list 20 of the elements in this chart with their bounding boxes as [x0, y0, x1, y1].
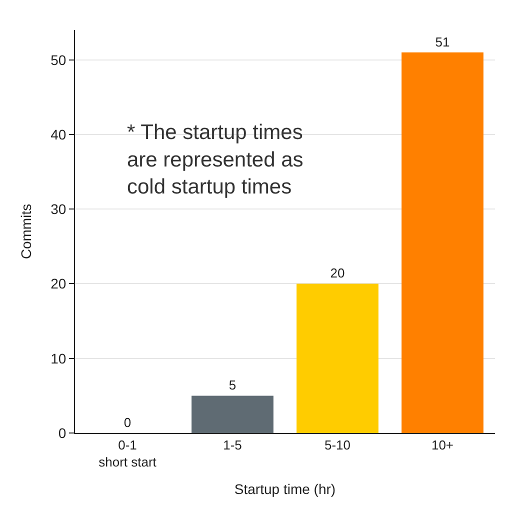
y-tick-label: 50 — [50, 52, 66, 68]
x-tick-label: 1-5 — [223, 438, 242, 453]
x-axis-title: Startup time (hr) — [234, 480, 336, 497]
data-label: 0 — [124, 415, 132, 430]
data-label: 5 — [228, 378, 236, 393]
data-label: 51 — [435, 34, 450, 50]
x-tick-label: 5-10 — [324, 438, 351, 453]
y-tick-label: 0 — [58, 424, 66, 441]
y-tick-label: 40 — [50, 126, 66, 142]
y-tick-label: 10 — [50, 350, 66, 366]
y-tick-label: 30 — [50, 201, 66, 218]
y-tick-label: 20 — [50, 276, 66, 292]
y-axis-title: Commits — [18, 204, 34, 260]
data-label: 20 — [330, 266, 345, 281]
annotation: * The startup times are represented as cold startup times — [127, 121, 304, 199]
bar — [192, 396, 274, 433]
x-tick-label: 10+ — [431, 438, 454, 453]
bar — [296, 284, 378, 433]
x-tick-label: 0-1 short start — [98, 438, 157, 470]
bar — [402, 52, 484, 433]
